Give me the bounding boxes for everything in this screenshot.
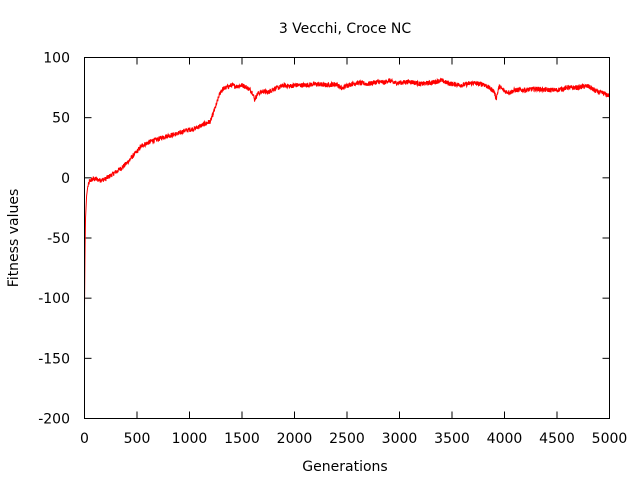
y-axis-label: Fitness values [6,189,22,287]
y-tick-label: -150 [38,351,70,367]
y-tick-label: 0 [61,171,70,187]
chart-title: 3 Vecchi, Croce NC [279,21,412,37]
x-tick-label: 3000 [382,431,418,447]
series-line [84,77,610,308]
x-tick-label: 2000 [277,431,313,447]
x-tick-label: 4500 [539,431,575,447]
x-tick-label: 1000 [172,431,208,447]
y-tick-label: -100 [38,291,70,307]
x-tick-label: 500 [124,431,151,447]
x-axis-label: Generations [302,459,387,475]
y-tick-label: 100 [43,51,70,67]
plot-frame [84,57,610,419]
x-tick-label: 1500 [224,431,260,447]
y-tick-label: 50 [52,111,70,127]
x-tick-label: 0 [80,431,89,447]
x-tick-label: 4000 [487,431,523,447]
x-tick-label: 5000 [592,431,628,447]
x-tick-label: 2500 [329,431,365,447]
y-tick-label: -50 [47,231,70,247]
axis-ticks [84,57,610,419]
tick-labels: 0 500 1000 1500 2000 2500 3000 3500 4000 4500 5000… [38,51,627,448]
y-tick-label: -200 [38,412,70,428]
x-tick-label: 3500 [434,431,470,447]
